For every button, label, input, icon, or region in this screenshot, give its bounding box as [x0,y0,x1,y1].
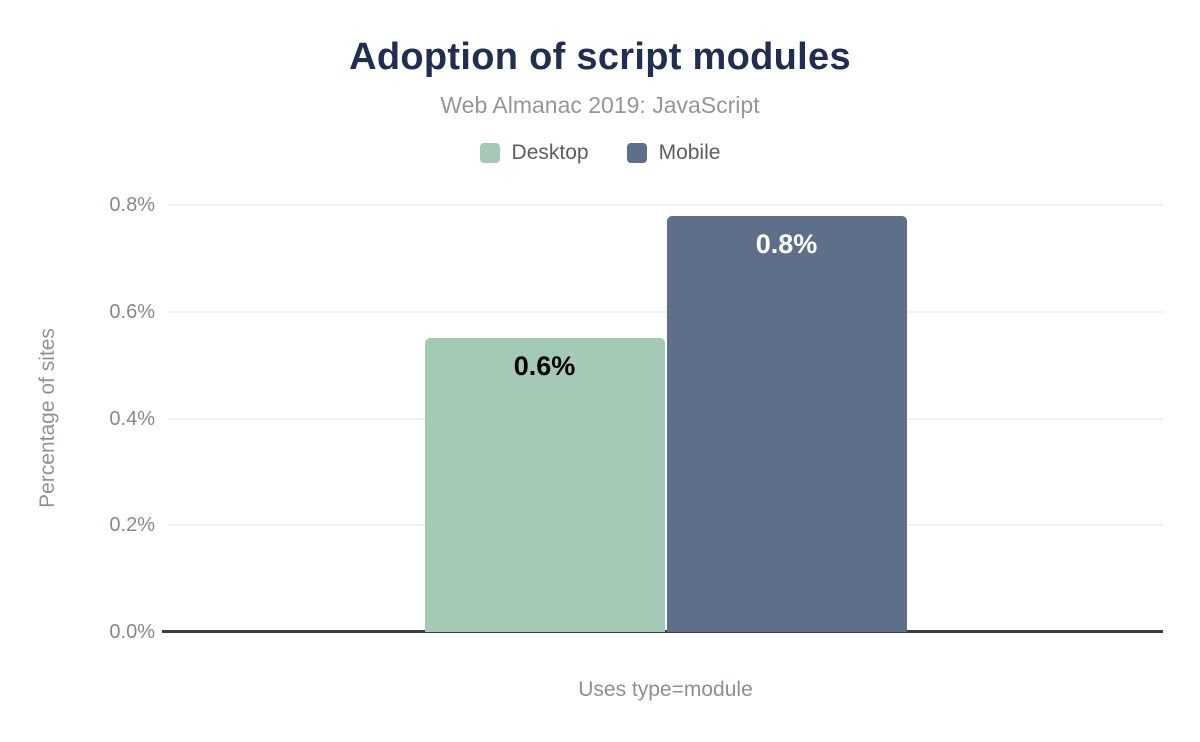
y-tick-label: 0.0% [109,621,155,643]
chart-subtitle: Web Almanac 2019: JavaScript [440,92,760,118]
bar-value-label-desktop: 0.6% [513,351,576,382]
legend: Desktop Mobile [0,141,1200,165]
legend-label: Desktop [511,141,589,164]
x-axis-label: Uses type=module [578,678,753,701]
chart-title: Adoption of script modules [349,36,851,78]
legend-swatch-desktop [479,143,500,163]
y-tick-label: 0.8% [109,194,155,216]
legend-item-desktop: Desktop [479,141,589,165]
y-tick-label: 0.2% [109,514,155,537]
legend-swatch-mobile [626,143,647,163]
bar-mobile: 0.8% [666,215,907,632]
gridline [168,417,1163,420]
gridline [168,310,1163,313]
plot-area: 0.6% 0.8% [162,204,1163,633]
gridline [168,524,1163,527]
bar-value-label-mobile: 0.8% [755,228,818,259]
bar-desktop: 0.6% [424,338,665,632]
y-tick-label: 0.6% [109,300,155,323]
gridline [168,204,1163,206]
legend-item-mobile: Mobile [626,141,721,165]
y-tick-label: 0.4% [109,407,155,430]
legend-label: Mobile [658,141,721,164]
